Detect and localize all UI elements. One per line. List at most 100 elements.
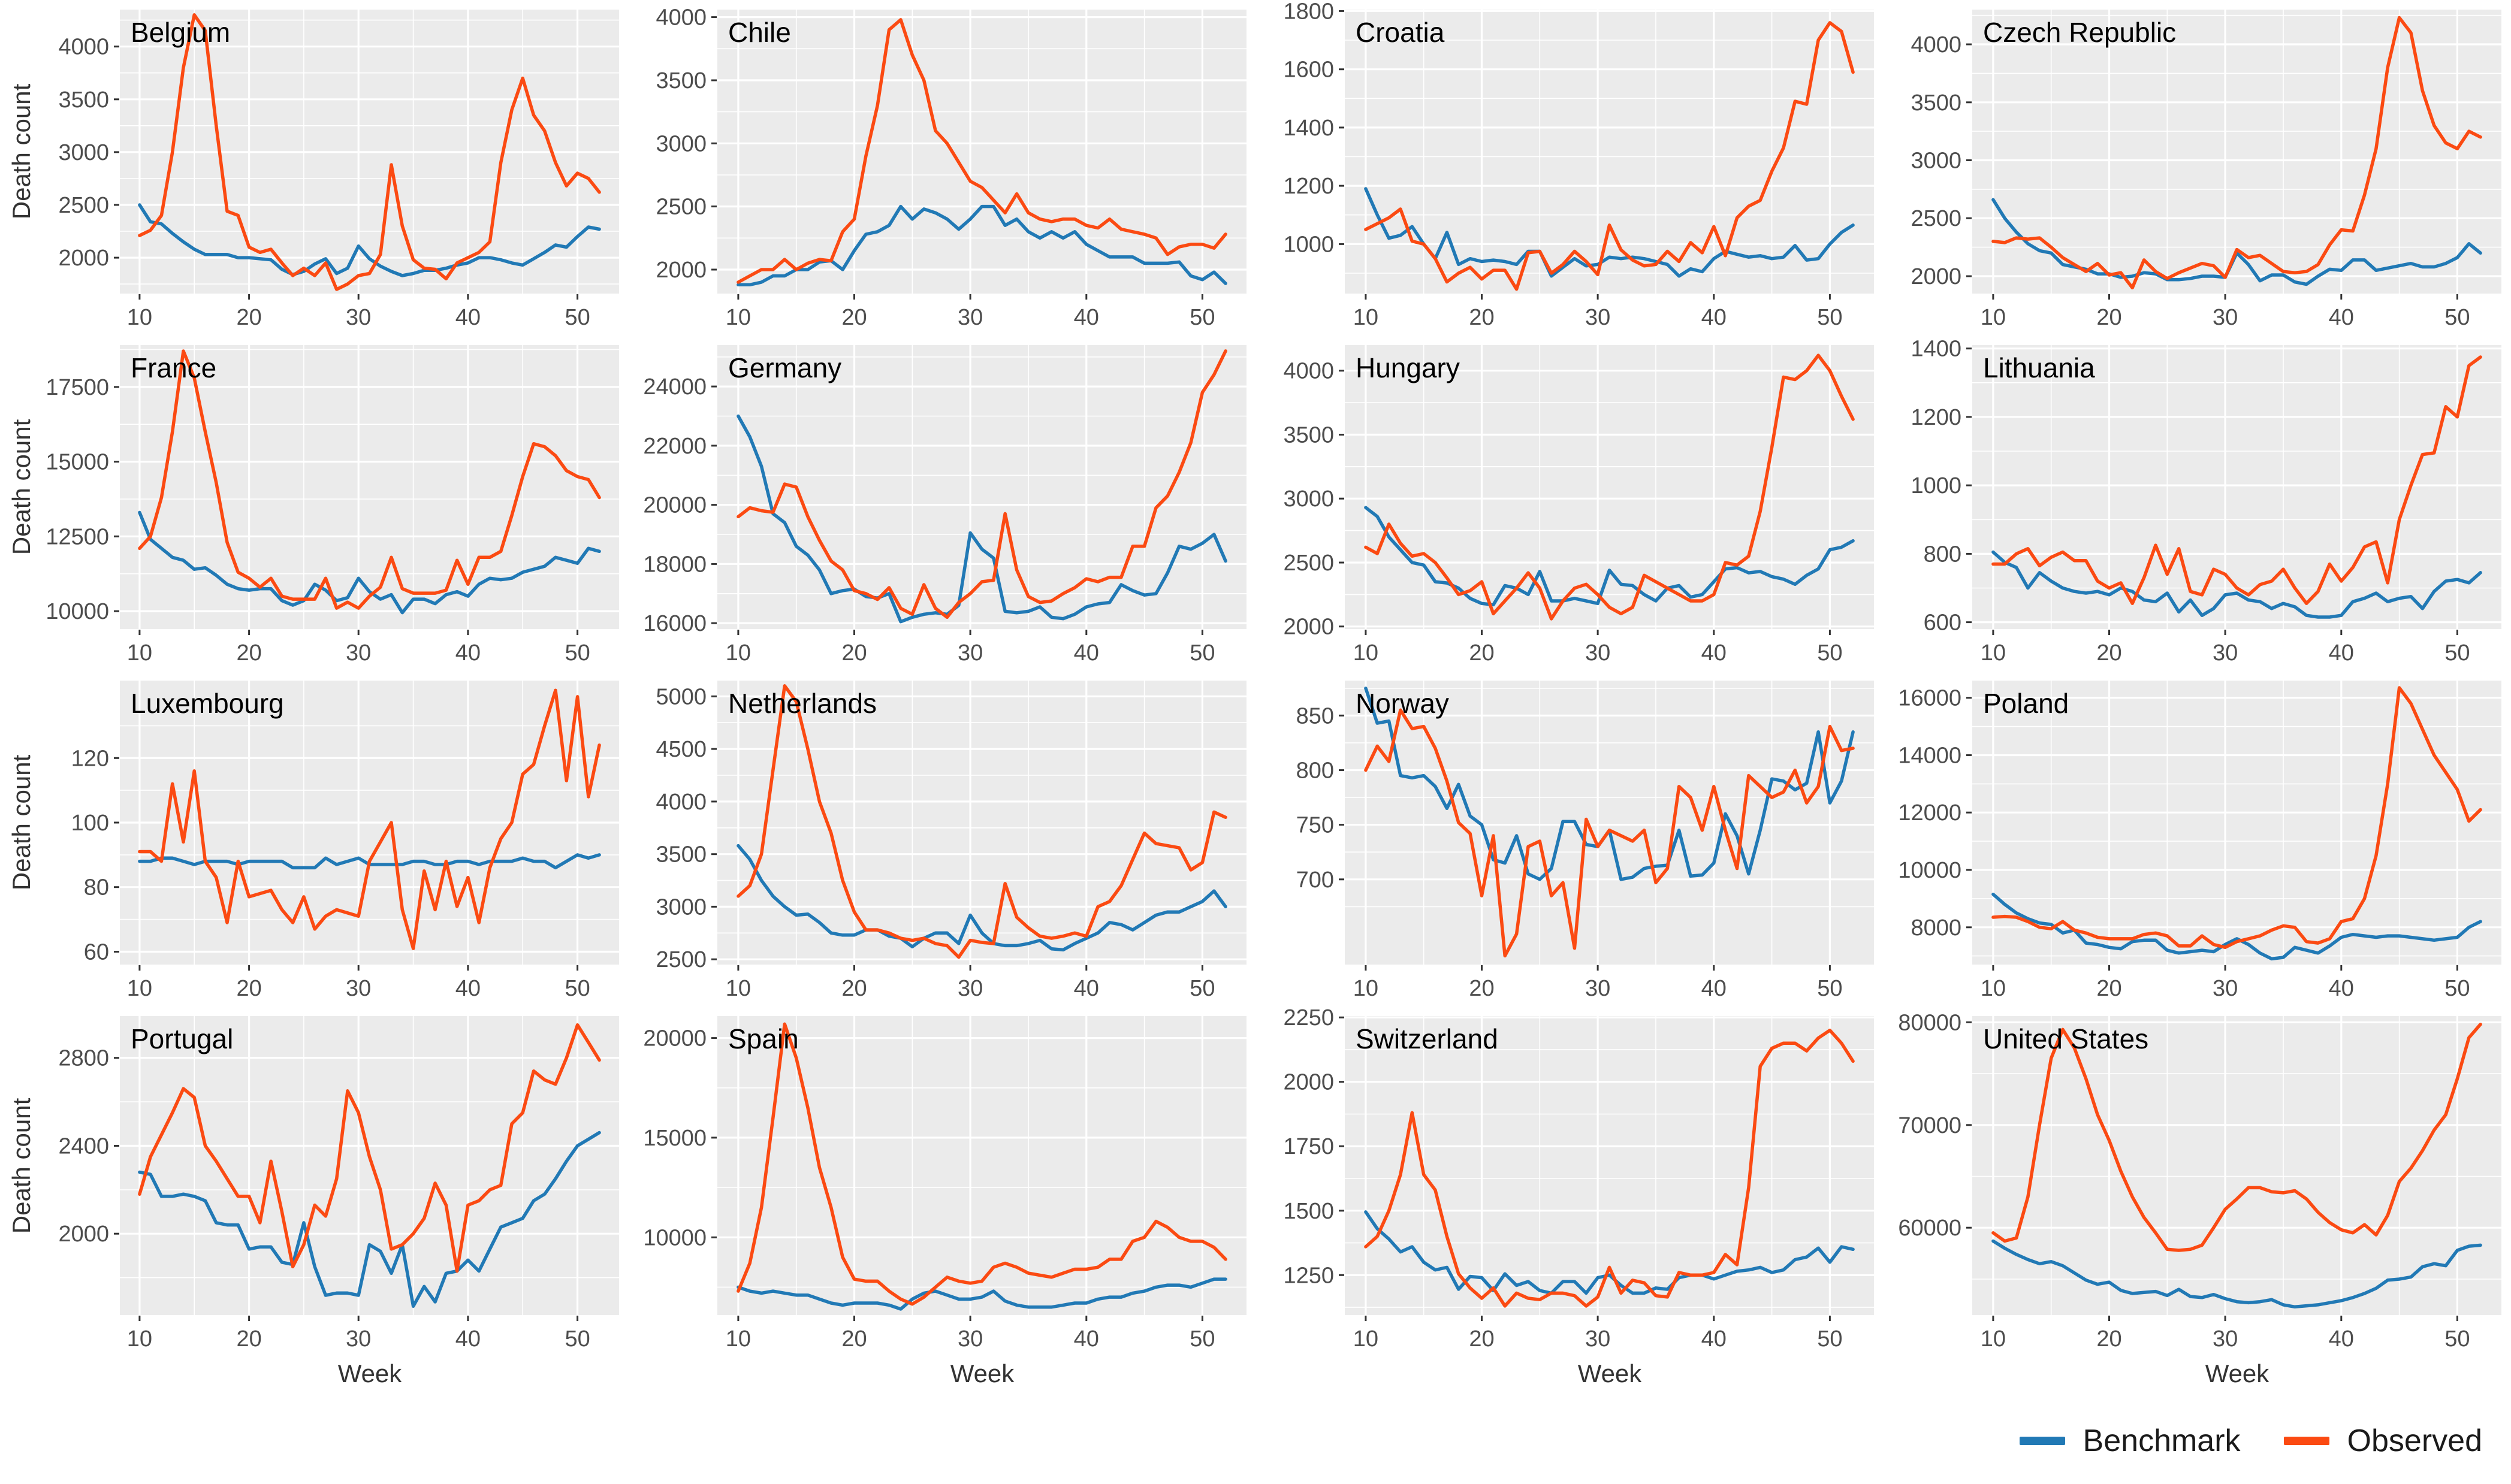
- y-tick-label: 8000: [1911, 915, 1961, 941]
- y-tick-label: 2500: [58, 193, 109, 218]
- benchmark-legend-label: Benchmark: [2083, 1423, 2241, 1458]
- y-tick-label: 16000: [1898, 686, 1961, 711]
- y-tick-label: 1400: [1283, 116, 1334, 141]
- y-tick-label: 3000: [1283, 486, 1334, 512]
- panel-title: Germany: [728, 352, 841, 383]
- x-tick-label: 30: [346, 640, 371, 666]
- benchmark-line: [737, 204, 1227, 287]
- y-tick-label: 70000: [1898, 1113, 1961, 1138]
- y-tick-label: 1600: [1283, 58, 1334, 83]
- y-tick-label: 2000: [1283, 1070, 1334, 1095]
- observed-line: [737, 349, 1227, 619]
- facet-panel-germany: 16000 18000 20000 22000 24000 10 20 30 40 50 Germa…: [627, 336, 1255, 671]
- x-tick-label: 50: [1190, 1326, 1215, 1352]
- y-tick-label: 16000: [643, 611, 707, 636]
- y-tick-label: 2500: [656, 195, 707, 220]
- x-tick-label: 10: [1981, 976, 2006, 1001]
- y-tick-label: 2000: [656, 258, 707, 283]
- x-tick-label: 20: [236, 640, 261, 666]
- x-tick-label: 30: [346, 1326, 371, 1352]
- x-tick-label: 50: [1190, 305, 1215, 330]
- x-tick-label: 40: [1701, 1326, 1727, 1352]
- facet-panel-spain: 10000 15000 20000 10 20 30 40 50 Spain Week: [627, 1007, 1255, 1392]
- y-tick-label: 1250: [1283, 1263, 1334, 1288]
- facet-panel-chile: 2000 2500 3000 3500 4000 10 20 30 40 50 Chile: [627, 0, 1255, 336]
- legend-item-benchmark: Benchmark: [2019, 1423, 2241, 1459]
- y-tick-label: 4000: [1283, 359, 1334, 384]
- y-tick-label: 22000: [643, 434, 707, 459]
- x-tick-label: 40: [455, 1326, 481, 1352]
- y-axis-label: Death count: [7, 419, 35, 555]
- x-tick-label: 10: [1353, 305, 1378, 330]
- x-tick-label: 20: [236, 976, 261, 1001]
- x-tick-label: 30: [958, 976, 983, 1001]
- y-tick-label: 100: [71, 811, 109, 836]
- x-tick-label: 20: [2096, 1326, 2121, 1352]
- panel-background: [1972, 10, 2501, 294]
- x-tick-label: 20: [841, 305, 867, 330]
- x-tick-label: 20: [1469, 976, 1494, 1001]
- x-tick-label: 10: [1981, 1326, 2006, 1352]
- observed-line: [138, 349, 601, 610]
- benchmark-line: [1991, 550, 2482, 619]
- x-tick-label: 50: [1190, 976, 1215, 1001]
- y-tick-label: 20000: [643, 493, 707, 518]
- legend-item-observed: Observed: [2283, 1423, 2482, 1459]
- y-tick-label: 60: [84, 940, 109, 965]
- x-tick-label: 10: [1353, 640, 1378, 666]
- x-axis-label: Week: [2205, 1359, 2270, 1388]
- y-tick-label: 15000: [643, 1126, 707, 1151]
- y-tick-label: 3500: [1283, 423, 1334, 448]
- x-tick-label: 50: [565, 1326, 590, 1352]
- panel-background: [1345, 681, 1874, 965]
- x-tick-label: 10: [1353, 976, 1378, 1001]
- panel-title: Switzerland: [1356, 1023, 1498, 1054]
- panel-title: Poland: [1983, 688, 2069, 719]
- x-tick-label: 10: [127, 1326, 152, 1352]
- y-tick-label: 850: [1296, 703, 1334, 729]
- facet-panel-hungary: 2000 2500 3000 3500 4000 10 20 30 40 50 Hungary: [1255, 336, 1882, 671]
- x-tick-label: 40: [455, 305, 481, 330]
- x-tick-label: 10: [1981, 640, 2006, 666]
- x-tick-label: 20: [841, 1326, 867, 1352]
- panel-title: Croatia: [1356, 17, 1445, 48]
- y-tick-label: 1000: [1283, 232, 1334, 257]
- panel-background: [1972, 681, 2501, 965]
- facet-panel-lithuania: 600 800 1000 1200 1400 10 20 30 40 50 Lithuania: [1882, 336, 2510, 671]
- y-tick-label: 4000: [656, 790, 707, 815]
- y-tick-label: 60000: [1898, 1216, 1961, 1241]
- facet-panel-luxembourg: 60 80 100 120 10 20 30 40 50 Luxembourg Death coun…: [0, 671, 627, 1007]
- facet-panel-portugal: 2000 2400 2800 10 20 30 40 50 Portugal Death coun…: [0, 1007, 627, 1392]
- x-tick-label: 50: [2444, 305, 2470, 330]
- y-tick-label: 700: [1296, 868, 1334, 893]
- y-tick-label: 2800: [58, 1046, 109, 1071]
- y-tick-label: 800: [1924, 542, 1961, 567]
- observed-line: [138, 688, 601, 950]
- panel-background: [120, 1016, 619, 1315]
- y-tick-label: 10000: [46, 599, 109, 624]
- y-tick-label: 5000: [656, 684, 707, 709]
- y-tick-label: 4000: [1911, 32, 1961, 58]
- observed-line: [1364, 353, 1855, 621]
- x-tick-label: 30: [1585, 976, 1610, 1001]
- observed-line: [1364, 708, 1855, 958]
- y-tick-label: 3000: [58, 140, 109, 165]
- y-tick-label: 10000: [643, 1225, 707, 1250]
- y-tick-label: 600: [1924, 610, 1961, 636]
- y-tick-label: 14000: [1898, 743, 1961, 769]
- x-tick-label: 40: [1074, 640, 1099, 666]
- x-tick-label: 40: [1701, 640, 1727, 666]
- panel-title: Belgium: [131, 17, 230, 48]
- y-tick-label: 3500: [656, 842, 707, 868]
- facet-panel-france: 10000 12500 15000 17500 10 20 30 40 50 France Deat…: [0, 336, 627, 671]
- x-tick-label: 20: [2096, 305, 2121, 330]
- panel-background: [1345, 1016, 1874, 1315]
- y-tick-label: 4500: [656, 737, 707, 762]
- x-tick-label: 20: [841, 976, 867, 1001]
- panel-title: Czech Republic: [1983, 17, 2176, 48]
- observed-line: [138, 13, 601, 291]
- y-tick-label: 1000: [1911, 473, 1961, 498]
- x-tick-label: 20: [2096, 976, 2121, 1001]
- observed-line: [1364, 21, 1855, 291]
- x-tick-label: 10: [1981, 305, 2006, 330]
